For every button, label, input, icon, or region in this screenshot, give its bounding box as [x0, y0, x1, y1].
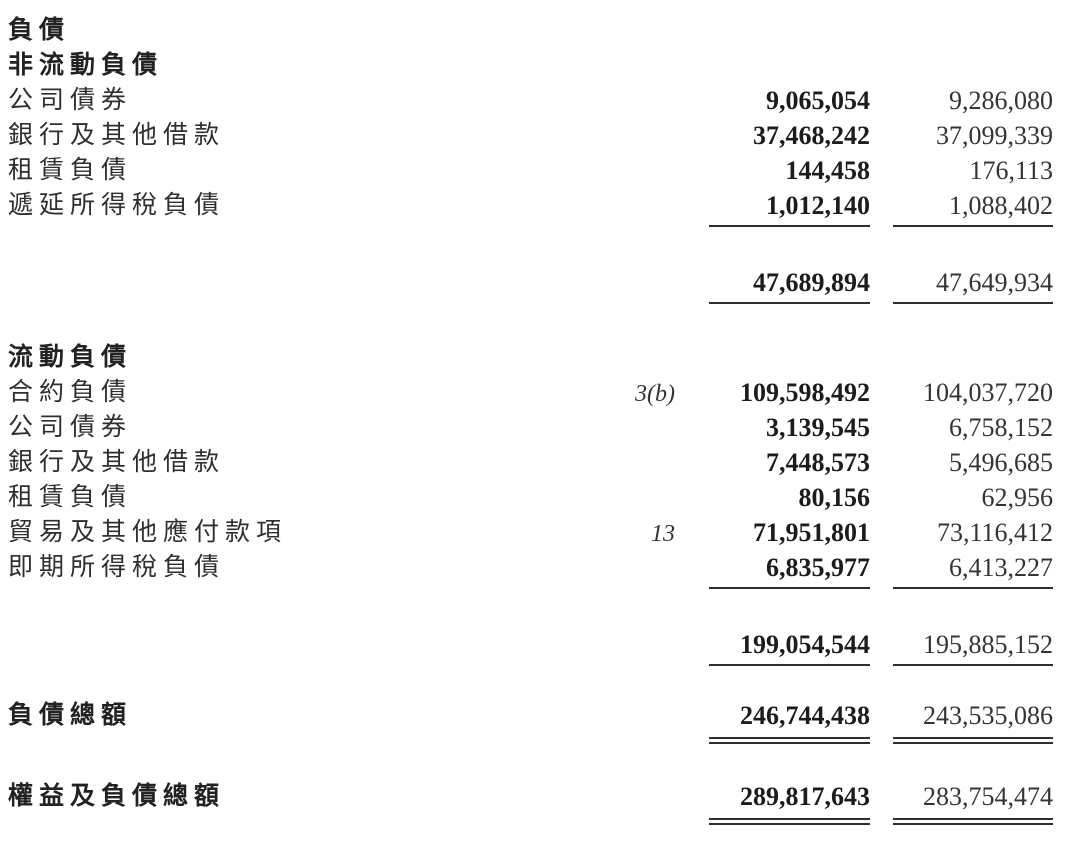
prior-period-value: 73,116,412 — [936, 518, 1053, 547]
table-row: 公司債券 9,065,054 9,286,080 — [8, 83, 1053, 118]
subtotal-row-non-current: 47,689,894 47,649,934 — [8, 265, 1053, 304]
row-label: 公司債券 — [8, 87, 133, 114]
row-label: 貿易及其他應付款項 — [8, 519, 288, 546]
table-row: 非流動負債 — [8, 48, 1053, 83]
row-label: 遞延所得稅負債 — [8, 192, 226, 219]
current-period-value: 3,139,545 — [766, 413, 870, 442]
row-label: 負債總額 — [8, 702, 133, 729]
prior-period-value: 5,496,685 — [949, 448, 1053, 477]
current-period-value — [709, 46, 870, 48]
table-row: 公司債券 3,139,545 6,758,152 — [8, 410, 1053, 445]
table-row: 貿易及其他應付款項 13 71,951,801 73,116,412 — [8, 515, 1053, 550]
current-period-value — [709, 373, 870, 375]
current-period-value: 37,468,242 — [753, 121, 870, 150]
row-label: 租賃負債 — [8, 484, 133, 511]
current-period-value: 246,744,438 — [709, 701, 870, 744]
row-label: 即期所得稅負債 — [8, 554, 226, 581]
table-row: 租賃負債 80,156 62,956 — [8, 480, 1053, 515]
prior-period-value: 243,535,086 — [893, 701, 1053, 744]
current-period-value: 7,448,573 — [766, 448, 870, 477]
total-equity-and-liabilities-row: 權益及負債總額 289,817,643 283,754,474 — [8, 779, 1053, 825]
prior-period-value: 104,037,720 — [923, 378, 1053, 407]
prior-period-value — [893, 46, 1053, 48]
current-period-value: 80,156 — [798, 483, 871, 512]
prior-period-value: 283,754,474 — [893, 782, 1053, 825]
note-ref — [615, 151, 675, 153]
note-ref — [615, 583, 675, 585]
note-ref — [615, 46, 675, 48]
current-period-value: 71,951,801 — [753, 518, 870, 547]
current-period-value: 289,817,643 — [709, 782, 870, 825]
section-heading-current-liabilities: 流動負債 — [8, 344, 133, 371]
current-period-value: 6,835,977 — [709, 553, 870, 589]
table-row: 流動負債 — [8, 340, 1053, 375]
prior-period-value: 62,956 — [981, 483, 1054, 512]
current-period-value: 1,012,140 — [709, 191, 870, 227]
prior-period-value: 47,649,934 — [893, 268, 1053, 304]
prior-period-value: 9,286,080 — [949, 86, 1053, 115]
current-period-value: 109,598,492 — [740, 378, 870, 407]
note-ref — [615, 186, 675, 188]
table-row: 即期所得稅負債 6,835,977 6,413,227 — [8, 550, 1053, 589]
prior-period-value: 176,113 — [969, 156, 1053, 185]
row-label: 公司債券 — [8, 414, 133, 441]
note-ref — [615, 812, 675, 814]
note-ref — [615, 478, 675, 480]
table-row: 租賃負債 144,458 176,113 — [8, 153, 1053, 188]
note-ref — [615, 81, 675, 83]
current-period-value: 47,689,894 — [709, 268, 870, 304]
row-label: 合約負債 — [8, 379, 133, 406]
section-heading-liabilities: 負債 — [8, 17, 71, 44]
note-ref — [615, 221, 675, 223]
prior-period-value: 37,099,339 — [936, 121, 1053, 150]
note-ref — [615, 443, 675, 445]
note-ref: 3(b) — [635, 381, 675, 407]
note-ref — [615, 731, 675, 733]
row-label: 銀行及其他借款 — [8, 122, 226, 149]
current-period-value — [709, 81, 870, 83]
current-period-value: 9,065,054 — [766, 86, 870, 115]
prior-period-value — [893, 373, 1053, 375]
table-row: 銀行及其他借款 37,468,242 37,099,339 — [8, 118, 1053, 153]
note-ref — [615, 513, 675, 515]
balance-sheet-liabilities-section: 負債 非流動負債 公司債券 9,065,054 9,286,080 銀行及其他借… — [8, 13, 1053, 825]
note-ref — [615, 373, 675, 375]
note-ref — [615, 298, 675, 300]
row-label: 租賃負債 — [8, 157, 133, 184]
table-row: 負債 — [8, 13, 1053, 48]
current-period-value: 199,054,544 — [709, 630, 870, 666]
row-label: 權益及負債總額 — [8, 783, 226, 810]
total-liabilities-row: 負債總額 246,744,438 243,535,086 — [8, 698, 1053, 744]
row-label: 銀行及其他借款 — [8, 449, 226, 476]
note-ref — [615, 660, 675, 662]
row-label — [8, 298, 615, 300]
table-row: 銀行及其他借款 7,448,573 5,496,685 — [8, 445, 1053, 480]
prior-period-value: 6,413,227 — [893, 553, 1053, 589]
note-ref — [615, 116, 675, 118]
prior-period-value — [893, 81, 1053, 83]
table-row: 遞延所得稅負債 1,012,140 1,088,402 — [8, 188, 1053, 227]
subtotal-row-current: 199,054,544 195,885,152 — [8, 627, 1053, 666]
current-period-value: 144,458 — [785, 156, 871, 185]
prior-period-value: 6,758,152 — [949, 413, 1053, 442]
note-ref: 13 — [651, 521, 675, 547]
table-row: 合約負債 3(b) 109,598,492 104,037,720 — [8, 375, 1053, 410]
prior-period-value: 195,885,152 — [893, 630, 1053, 666]
row-label — [8, 660, 615, 662]
prior-period-value: 1,088,402 — [893, 191, 1053, 227]
section-heading-non-current-liabilities: 非流動負債 — [8, 52, 164, 79]
